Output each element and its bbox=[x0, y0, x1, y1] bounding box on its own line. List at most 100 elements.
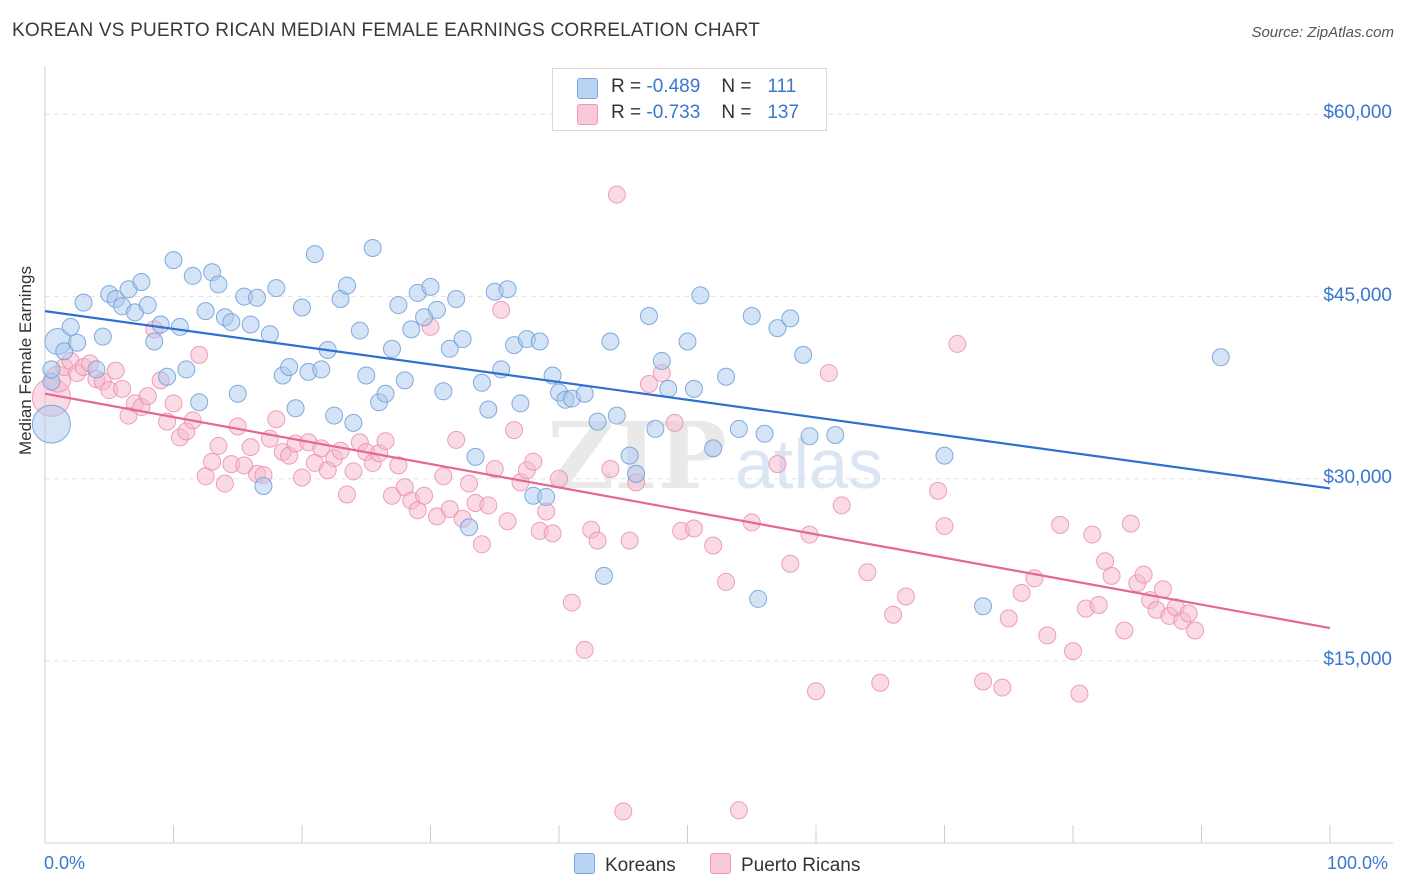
korean-point bbox=[293, 298, 311, 317]
legend-swatch-koreans bbox=[577, 78, 598, 99]
trend-lines bbox=[44, 310, 1331, 630]
korean-point bbox=[1211, 348, 1230, 367]
puerto-rican-point bbox=[113, 379, 132, 398]
korean-point bbox=[254, 477, 273, 495]
bottom-legend-koreans[interactable]: Koreans bbox=[574, 853, 676, 877]
korean-point bbox=[440, 339, 459, 358]
puerto-rican-point bbox=[929, 481, 948, 500]
korean-point bbox=[427, 300, 446, 319]
korean-point bbox=[305, 245, 324, 264]
puerto-rican-point bbox=[485, 460, 504, 478]
korean-point bbox=[395, 371, 414, 390]
puerto-rican-point bbox=[607, 185, 626, 204]
korean-point bbox=[607, 406, 626, 425]
korean-point bbox=[222, 313, 241, 332]
korean-point bbox=[170, 317, 189, 336]
source-label: Source: ZipAtlas.com bbox=[1251, 24, 1394, 41]
puerto-rican-point bbox=[1179, 604, 1198, 623]
puerto-rican-point bbox=[781, 554, 800, 573]
korean-points bbox=[31, 239, 1230, 616]
korean-point bbox=[286, 399, 305, 418]
korean-point bbox=[350, 321, 369, 340]
puerto-rican-point bbox=[620, 531, 639, 550]
legend-r-label: R = bbox=[611, 76, 642, 97]
puerto-rican-point bbox=[935, 517, 954, 536]
puerto-rican-point bbox=[543, 524, 562, 543]
puerto-rican-point bbox=[331, 441, 350, 460]
korean-point bbox=[158, 367, 177, 386]
puerto-rican-point bbox=[993, 678, 1012, 697]
bottom-legend-swatch-puerto-ricans bbox=[710, 853, 731, 874]
puerto-rican-point bbox=[974, 672, 993, 691]
korean-point bbox=[652, 351, 671, 370]
korean-point bbox=[382, 339, 401, 358]
puerto-rican-point bbox=[871, 673, 890, 692]
puerto-rican-point bbox=[389, 456, 408, 475]
korean-point bbox=[620, 446, 639, 465]
korean-point bbox=[164, 251, 183, 270]
puerto-rican-point bbox=[729, 801, 748, 820]
puerto-rican-point bbox=[492, 300, 511, 319]
korean-point bbox=[241, 315, 260, 334]
puerto-rican-point bbox=[1038, 626, 1057, 645]
korean-point bbox=[800, 427, 819, 446]
korean-point bbox=[87, 360, 106, 379]
korean-point bbox=[260, 325, 279, 344]
puerto-rican-point bbox=[241, 438, 260, 457]
korean-point bbox=[537, 487, 556, 506]
puerto-rican-point bbox=[1012, 583, 1031, 602]
bottom-legend-swatch-koreans bbox=[574, 853, 595, 874]
y-tick-label: $30,000 bbox=[1323, 466, 1392, 488]
x-tick-label-max: 100.0% bbox=[1327, 853, 1389, 873]
legend-r-value-koreans: -0.489 bbox=[646, 76, 701, 97]
puerto-rican-point bbox=[1121, 514, 1140, 533]
korean-point bbox=[935, 446, 954, 465]
korean-point bbox=[389, 296, 408, 315]
korean-point bbox=[729, 419, 748, 438]
bottom-legend-label-koreans: Koreans bbox=[605, 855, 676, 876]
korean-point bbox=[704, 439, 723, 458]
korean-point bbox=[357, 366, 376, 385]
bottom-legend-puerto-ricans[interactable]: Puerto Ricans bbox=[710, 853, 860, 877]
puerto-rican-point bbox=[1115, 621, 1134, 640]
korean-point bbox=[74, 293, 93, 312]
puerto-rican-point bbox=[293, 468, 311, 487]
korean-point bbox=[376, 384, 395, 403]
puerto-rican-point bbox=[376, 432, 395, 451]
korean-point bbox=[209, 275, 228, 294]
korean-point bbox=[337, 276, 356, 295]
korean-point bbox=[678, 332, 697, 351]
puerto-rican-point bbox=[382, 486, 401, 505]
korean-point bbox=[447, 290, 466, 308]
y-tick-label: $60,000 bbox=[1323, 102, 1392, 124]
korean-point bbox=[183, 266, 202, 285]
puerto-rican-point bbox=[1134, 565, 1153, 584]
korean-point bbox=[42, 360, 61, 379]
puerto-rican-point bbox=[550, 469, 568, 488]
puerto-rican-point bbox=[819, 364, 838, 383]
puerto-rican-point bbox=[684, 519, 703, 538]
puerto-rican-point bbox=[1089, 596, 1108, 614]
puerto-rican-point bbox=[472, 535, 491, 554]
legend-n-value-puerto-ricans: 137 bbox=[767, 102, 800, 123]
korean-point bbox=[755, 424, 774, 443]
puerto-rican-point bbox=[460, 474, 479, 493]
legend-n-value-koreans: 111 bbox=[767, 76, 797, 97]
puerto-rican-point bbox=[1051, 515, 1070, 534]
puerto-rican-point bbox=[704, 536, 723, 555]
korean-point bbox=[717, 367, 736, 386]
puerto-rican-point bbox=[614, 802, 633, 821]
puerto-rican-point bbox=[717, 572, 736, 591]
puerto-rican-point bbox=[447, 430, 466, 449]
korean-point bbox=[974, 597, 993, 616]
korean-point bbox=[781, 309, 800, 328]
correlation-legend: R = -0.489 N = 111 R = -0.733 N = 137 bbox=[552, 68, 827, 131]
korean-point bbox=[196, 302, 215, 321]
puerto-rican-point bbox=[344, 462, 363, 481]
korean-point bbox=[55, 342, 74, 361]
puerto-rican-point bbox=[896, 587, 915, 606]
korean-point bbox=[280, 358, 299, 376]
korean-trend-line bbox=[44, 310, 1331, 490]
legend-n-label: N = bbox=[721, 102, 752, 123]
puerto-rican-point bbox=[562, 593, 581, 612]
